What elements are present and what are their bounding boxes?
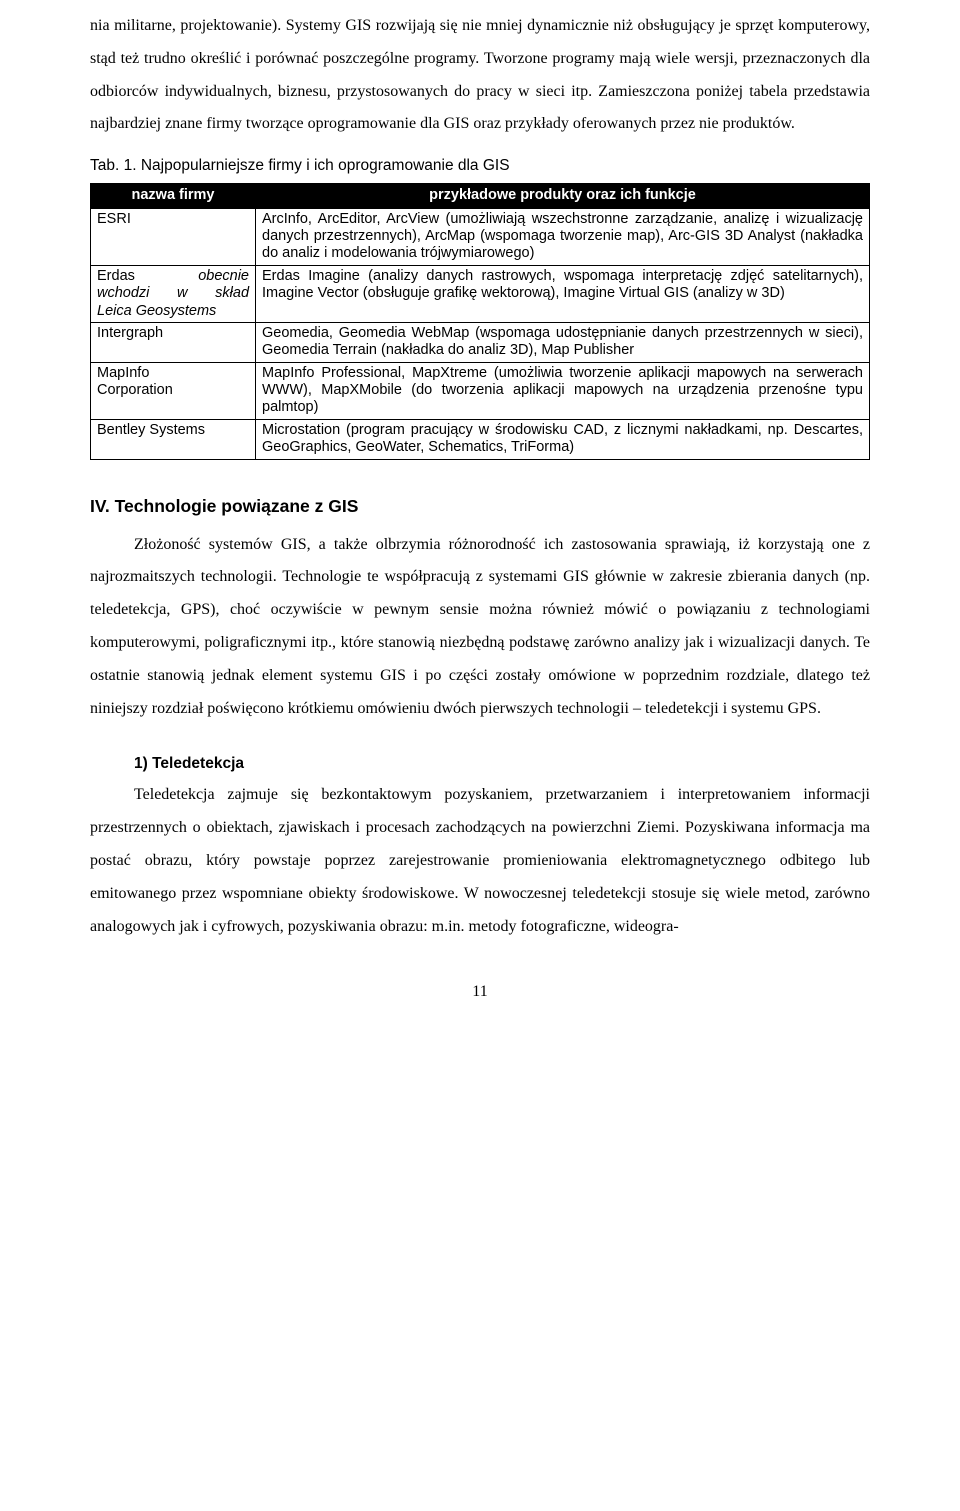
cell-firm: Erdas obecnie wchodzi w skład Leica Geos… — [91, 265, 256, 322]
firm-line: Corporation — [97, 382, 249, 399]
table-row: Erdas obecnie wchodzi w skład Leica Geos… — [91, 265, 870, 322]
firm-word: obecnie — [198, 268, 249, 284]
firm-word: w — [177, 285, 187, 301]
table-header-desc: przykładowe produkty oraz ich funkcje — [256, 184, 870, 208]
body-paragraph-3: Teledetekcja zajmuje się bezkontaktowym … — [90, 779, 870, 943]
page-number: 11 — [90, 983, 870, 1001]
firm-word: skład — [215, 285, 249, 301]
cell-desc: ArcInfo, ArcEditor, ArcView (umożliwiają… — [256, 208, 870, 265]
cell-firm: MapInfo Corporation — [91, 362, 256, 419]
table-caption: Tab. 1. Najpopularniejsze firmy i ich op… — [90, 157, 870, 175]
cell-desc: Microstation (program pracujący w środow… — [256, 419, 870, 459]
gis-software-table: nazwa firmy przykładowe produkty oraz ic… — [90, 183, 870, 459]
body-paragraph-2: Złożoność systemów GIS, a także olbrzymi… — [90, 529, 870, 726]
table-row: ESRI ArcInfo, ArcEditor, ArcView (umożli… — [91, 208, 870, 265]
cell-firm: Bentley Systems — [91, 419, 256, 459]
cell-desc: Geomedia, Geomedia WebMap (wspomaga udos… — [256, 322, 870, 362]
table-header-row: nazwa firmy przykładowe produkty oraz ic… — [91, 184, 870, 208]
table-header-firm: nazwa firmy — [91, 184, 256, 208]
cell-firm: Intergraph — [91, 322, 256, 362]
cell-desc: Erdas Imagine (analizy danych rastrowych… — [256, 265, 870, 322]
firm-line: MapInfo — [97, 365, 249, 382]
table-row: Bentley Systems Microstation (program pr… — [91, 419, 870, 459]
table-row: Intergraph Geomedia, Geomedia WebMap (ws… — [91, 322, 870, 362]
firm-word: Leica Geosystems — [97, 303, 249, 320]
table-row: MapInfo Corporation MapInfo Professional… — [91, 362, 870, 419]
section-heading-iv: IV. Technologie powiązane z GIS — [90, 496, 870, 517]
firm-word: wchodzi — [97, 285, 149, 301]
cell-firm: ESRI — [91, 208, 256, 265]
sub-heading-teledetekcja: 1) Teledetekcja — [90, 755, 870, 773]
cell-desc: MapInfo Professional, MapXtreme (umożliw… — [256, 362, 870, 419]
firm-word: Erdas — [97, 268, 135, 284]
body-paragraph-1: nia militarne, projektowanie). Systemy G… — [90, 10, 870, 141]
